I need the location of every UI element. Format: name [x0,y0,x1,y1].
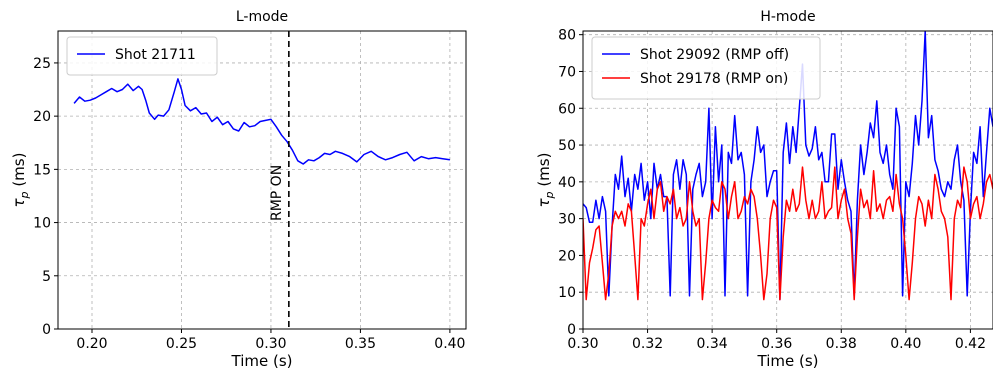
hmode-x-axis-label: Time (s) [757,352,819,370]
hmode-x-tick-label: 0.36 [761,336,792,352]
lmode-y-tick-label: 5 [42,269,51,285]
hmode-legend-label-1: Shot 29178 (RMP on) [640,71,788,87]
hmode-x-tick-label: 0.42 [955,336,986,352]
lmode-y-tick-label: 20 [33,109,51,125]
hmode-x-tick-label: 0.32 [632,336,663,352]
lmode-y-tick-label: 25 [33,56,51,72]
hmode-x-tick-label: 0.34 [697,336,728,352]
lmode-y-axis-label: τp (ms) [10,153,31,208]
lmode-annotation-label: RMP ON [269,165,285,221]
hmode-plot-frame [582,30,993,330]
lmode-y-tick-label: 10 [33,216,51,232]
hmode-series-line-1 [583,166,993,301]
hmode-legend [591,36,821,100]
lmode-series-line-0 [73,78,451,165]
lmode-legend-label-0: Shot 21711 [115,47,196,63]
lmode-x-tick-label: 0.25 [166,336,197,352]
hmode-y-axis-label: τp (ms) [535,153,556,208]
lmode-x-axis-label: Time (s) [231,352,293,370]
lmode-y-tick-label: 0 [42,322,51,338]
lmode-x-tick-label: 0.40 [434,336,465,352]
hmode-y-tick-label: 70 [558,64,576,80]
hmode-legend-label-0: Shot 29092 (RMP off) [640,47,789,63]
lmode-y-tick-label: 15 [33,162,51,178]
lmode-x-tick-label: 0.30 [255,336,286,352]
hmode-y-tick-label: 50 [558,138,576,154]
hmode-y-tick-label: 0 [567,322,576,338]
hmode-series-line-0 [583,31,993,301]
hmode-y-tick-label: 80 [558,28,576,44]
hmode-x-tick-label: 0.40 [890,336,921,352]
hmode-y-tick-label: 40 [558,175,576,191]
hmode-y-tick-label: 20 [558,248,576,264]
lmode-chart-title: L-mode [236,9,288,25]
hmode-x-tick-label: 0.30 [567,336,598,352]
lmode-plot-frame [57,30,467,330]
lmode-x-tick-label: 0.20 [76,336,107,352]
hmode-y-tick-label: 10 [558,285,576,301]
hmode-x-tick-label: 0.38 [826,336,857,352]
hmode-y-tick-label: 30 [558,212,576,228]
lmode-chart: RMP ON 0.20 0.25 0.30 0.35 0.40 0 5 10 15 20 25 L-mo… [10,9,467,370]
hmode-chart: 0.30 0.32 0.34 0.36 0.38 0.40 0.42 0 10 20 30 40 50 6… [535,9,993,370]
hmode-y-tick-label: 60 [558,101,576,117]
lmode-legend [66,36,218,76]
hmode-chart-title: H-mode [760,9,815,25]
lmode-x-tick-label: 0.35 [345,336,376,352]
